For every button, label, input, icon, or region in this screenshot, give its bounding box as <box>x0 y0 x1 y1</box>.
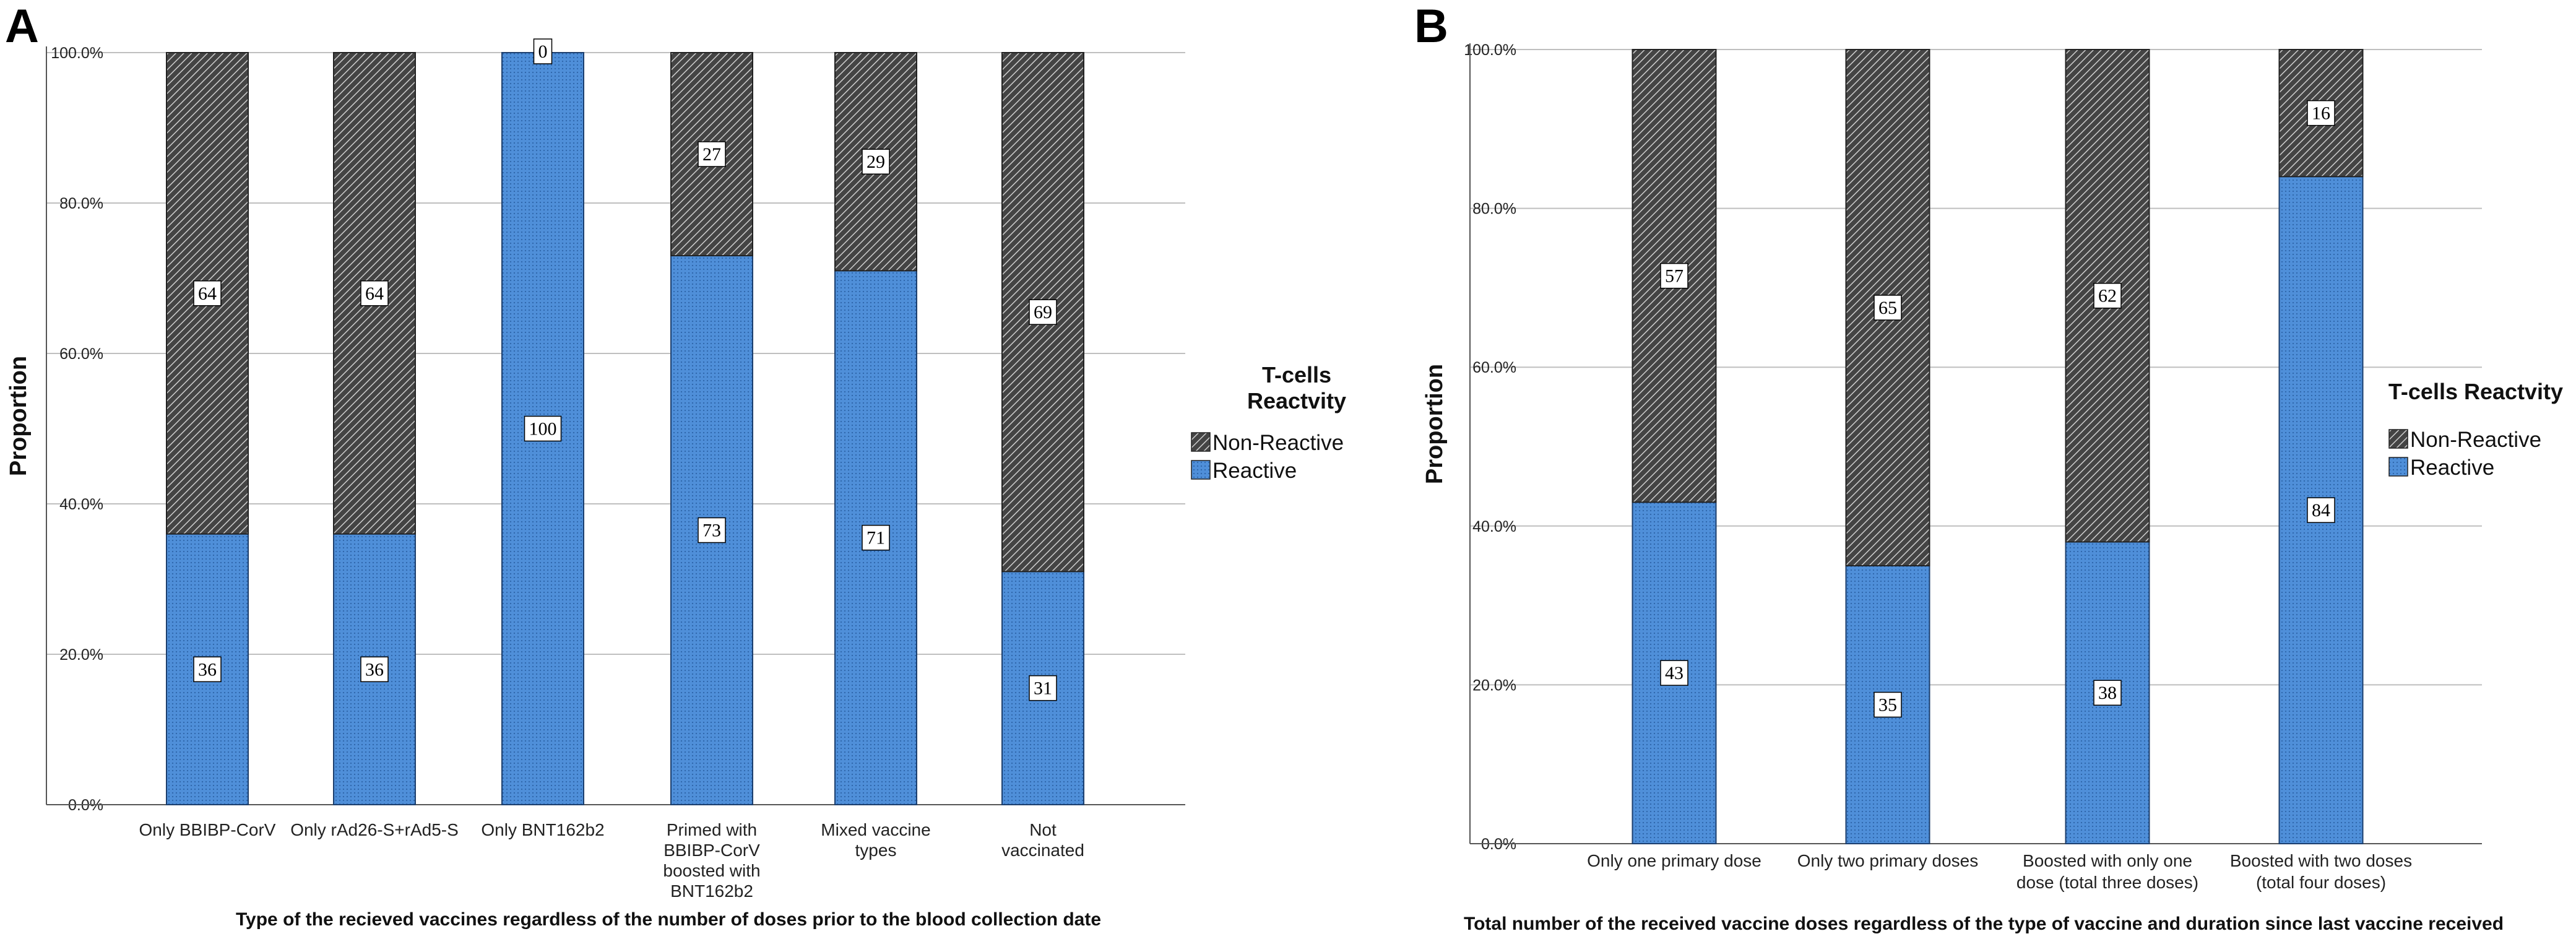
panel-b-data-label-non-reactive: 65 <box>1878 298 1897 318</box>
panel-b-data-label-reactive-box <box>2093 680 2122 706</box>
panel-a-data-label-reactive: 31 <box>1034 678 1052 699</box>
panel-a-category-label: Only BBIBP-CorV <box>139 820 276 839</box>
panel-b-category-label: Boosted with two doses (total four doses) <box>2230 851 2412 892</box>
panel-a-category-label: Only rAd26-S+rAd5-S <box>290 820 459 839</box>
panel-a-legend-label: Non-Reactive <box>1212 431 1344 455</box>
panel-a-legend-title: T-cells Reactvity <box>1247 362 1346 413</box>
panel-a-data-label-non-reactive-box <box>698 141 726 167</box>
panel-a-data-label-non-reactive-box <box>862 149 890 175</box>
panel-a-data-label-reactive-box <box>524 415 562 442</box>
panel-b-category-label: Boosted with only one dose (total three d… <box>2016 851 2198 892</box>
panel-a: A 0.0%20.0%40.0%60.0%80.0%100.0%3664Only… <box>5 0 1346 930</box>
panel-b-legend: T-cells Reactvity Non-Reactive Reactive <box>2388 379 2563 480</box>
panel-a-data-label-non-reactive-box <box>1029 299 1057 325</box>
panel-b-data-label-reactive: 84 <box>2312 500 2330 521</box>
panel-b: B 0.0%20.0%40.0%60.0%80.0%100.0%4357Only… <box>1414 0 2563 934</box>
panel-a-data-label-reactive-box <box>862 524 890 551</box>
panel-a-data-label-non-reactive: 29 <box>867 152 885 172</box>
panel-a-y-tick-label: 40.0% <box>59 496 103 513</box>
panel-b-data-label-non-reactive-box <box>2307 100 2335 126</box>
panel-b-data-label-reactive-box <box>1874 691 1902 718</box>
panel-a-data-label-reactive-box <box>360 656 389 683</box>
panel-a-category-label: Primed with BBIBP-CorV boosted with BNT162b… <box>663 820 760 901</box>
panel-b-legend-swatch-non-reactive <box>2388 429 2408 449</box>
panel-a-legend-swatch-non-reactive <box>1191 432 1211 452</box>
panel-b-data-label-non-reactive-box <box>1874 295 1902 321</box>
panel-a-y-tick-label: 80.0% <box>59 195 103 212</box>
panel-a-x-axis-title: Type of the recieved vaccines regardless… <box>236 909 1101 930</box>
panel-a-data-label-non-reactive: 69 <box>1034 302 1052 322</box>
panel-a-y-tick-label: 60.0% <box>59 345 103 363</box>
panel-a-data-label-reactive: 71 <box>867 528 885 548</box>
panel-a-data-label-non-reactive-box <box>533 38 553 64</box>
panel-b-data-label-reactive-box <box>1660 660 1688 686</box>
panel-b-y-tick-label: 100.0% <box>1464 41 1516 59</box>
panel-b-data-label-reactive: 38 <box>2098 683 2117 703</box>
panel-a-category-label: Not vaccinated <box>1001 820 1084 860</box>
panel-b-x-axis-title: Total number of the received vaccine dos… <box>1464 914 2504 934</box>
panel-b-y-axis-title: Proportion <box>1422 364 1448 484</box>
panel-a-data-label-non-reactive: 27 <box>702 144 721 165</box>
panel-a-legend-swatch-reactive <box>1191 460 1211 480</box>
panel-a-data-label-reactive-box <box>698 517 726 543</box>
panel-a-data-label-reactive-box <box>193 656 222 683</box>
panel-b-data-label-non-reactive-box <box>2093 282 2122 309</box>
panel-b-letter: B <box>1414 0 1448 53</box>
panel-b-data-label-reactive-box <box>2307 497 2335 523</box>
panel-b-data-label-reactive: 43 <box>1665 663 1683 683</box>
panel-b-y-tick-label: 40.0% <box>1472 518 1516 535</box>
panel-a-category-label: Mixed vaccine types <box>821 820 930 860</box>
panel-a-data-label-non-reactive: 0 <box>538 41 548 62</box>
panel-a-legend-label: Reactive <box>1212 459 1297 483</box>
panel-a-y-tick-label: 100.0% <box>51 45 103 62</box>
panel-a-data-label-non-reactive: 64 <box>198 283 217 304</box>
panel-b-y-tick-label: 60.0% <box>1472 359 1516 376</box>
panel-a-data-label-reactive: 100 <box>529 419 557 439</box>
panel-a-y-tick-label: 20.0% <box>59 646 103 664</box>
panel-a-data-label-non-reactive-box <box>193 280 222 306</box>
panel-b-data-label-non-reactive: 16 <box>2312 103 2330 124</box>
panel-a-data-label-reactive: 36 <box>365 659 384 680</box>
panel-b-data-label-non-reactive-box <box>1660 262 1688 289</box>
panel-b-category-label: Only two primary doses <box>1797 851 1979 870</box>
panel-b-legend-swatch-reactive <box>2388 457 2408 477</box>
panel-b-category-label: Only one primary dose <box>1587 851 1761 870</box>
panel-b-legend-label: Reactive <box>2410 456 2494 480</box>
panel-b-y-tick-label: 20.0% <box>1472 677 1516 694</box>
panel-a-data-label-non-reactive: 64 <box>365 283 384 304</box>
panel-a-data-label-reactive: 36 <box>198 659 217 680</box>
panel-a-bar-non-reactive <box>333 52 416 535</box>
panel-a-category-label: Only BNT162b2 <box>481 820 604 839</box>
panel-b-data-label-non-reactive: 62 <box>2098 286 2117 306</box>
panel-b-data-label-non-reactive: 57 <box>1665 266 1683 287</box>
panel-b-legend-label: Non-Reactive <box>2410 428 2541 452</box>
panel-a-data-label-reactive-box <box>1029 675 1057 701</box>
panel-a-data-label-non-reactive-box <box>360 280 389 306</box>
panel-b-legend-title: T-cells Reactvity <box>2388 379 2563 404</box>
panel-a-y-axis-title: Proportion <box>6 356 32 476</box>
panel-a-legend: T-cells Reactvity Non-Reactive Reactive <box>1191 362 1346 483</box>
panel-a-data-label-reactive: 73 <box>702 521 721 541</box>
panel-b-y-tick-label: 80.0% <box>1472 201 1516 218</box>
panel-a-letter: A <box>5 0 39 53</box>
panel-b-data-label-reactive: 35 <box>1878 695 1897 715</box>
